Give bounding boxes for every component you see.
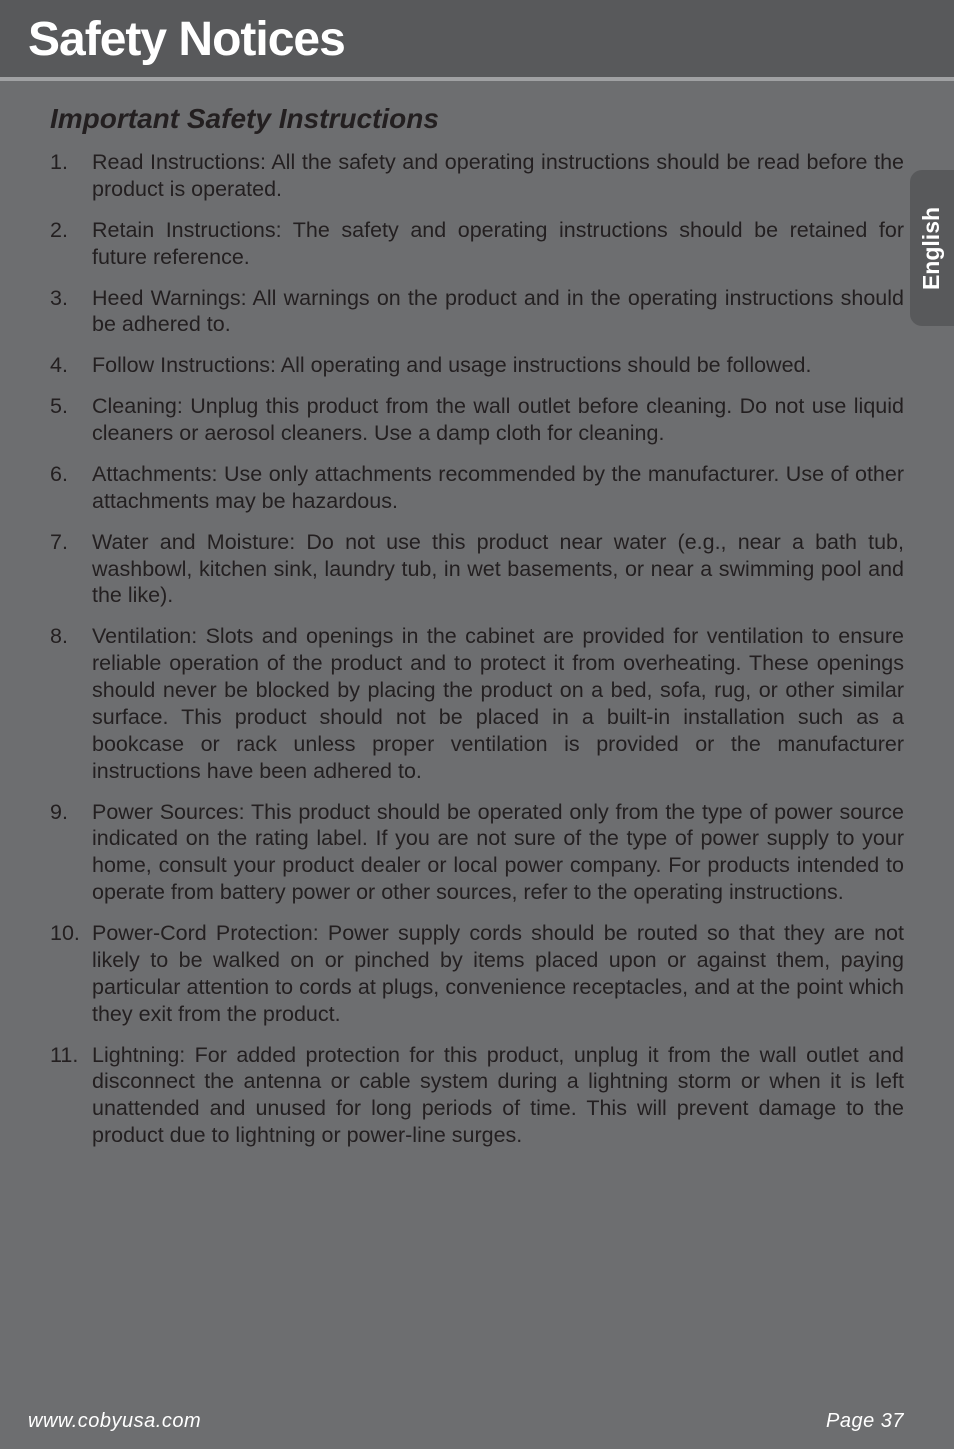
instruction-item: 3. Heed Warnings: All warnings on the pr… [50,285,904,339]
instruction-item: 2. Retain Instructions: The safety and o… [50,217,904,271]
item-number: 9. [50,799,92,907]
page-footer: www.cobyusa.com Page 37 [0,1396,954,1449]
page-content: Safety Notices Important Safety Instruct… [0,0,954,1449]
header-title: Safety Notices [28,12,926,67]
item-text: Heed Warnings: All warnings on the produ… [92,285,904,339]
item-number: 6. [50,461,92,515]
instruction-item: 9. Power Sources: This product should be… [50,799,904,907]
instruction-item: 7. Water and Moisture: Do not use this p… [50,529,904,610]
instruction-item: 1. Read Instructions: All the safety and… [50,149,904,203]
instruction-item: 6. Attachments: Use only attachments rec… [50,461,904,515]
instruction-item: 5. Cleaning: Unplug this product from th… [50,393,904,447]
item-number: 2. [50,217,92,271]
instruction-item: 10. Power-Cord Protection: Power supply … [50,920,904,1028]
item-text: Cleaning: Unplug this product from the w… [92,393,904,447]
item-text: Attachments: Use only attachments recomm… [92,461,904,515]
item-text: Power Sources: This product should be op… [92,799,904,907]
item-text: Power-Cord Protection: Power supply cord… [92,920,904,1028]
item-text: Water and Moisture: Do not use this prod… [92,529,904,610]
item-number: 3. [50,285,92,339]
instruction-item: 4. Follow Instructions: All operating an… [50,352,904,379]
footer-url: www.cobyusa.com [28,1410,201,1433]
item-text: Ventilation: Slots and openings in the c… [92,623,904,784]
instructions-list: 1. Read Instructions: All the safety and… [0,149,954,1149]
item-number: 11. [50,1042,92,1150]
item-text: Read Instructions: All the safety and op… [92,149,904,203]
item-number: 5. [50,393,92,447]
item-number: 4. [50,352,92,379]
instruction-item: 8. Ventilation: Slots and openings in th… [50,623,904,784]
item-number: 10. [50,920,92,1028]
item-text: Retain Instructions: The safety and oper… [92,217,904,271]
item-number: 1. [50,149,92,203]
item-number: 8. [50,623,92,784]
language-tab[interactable]: English [910,170,954,326]
item-number: 7. [50,529,92,610]
item-text: Lightning: For added protection for this… [92,1042,904,1150]
section-subtitle: Important Safety Instructions [0,81,954,149]
language-tab-label: English [919,206,946,289]
footer-page-number: Page 37 [826,1410,904,1433]
header-bar: Safety Notices [0,0,954,81]
instruction-item: 11. Lightning: For added protection for … [50,1042,904,1150]
item-text: Follow Instructions: All operating and u… [92,352,904,379]
